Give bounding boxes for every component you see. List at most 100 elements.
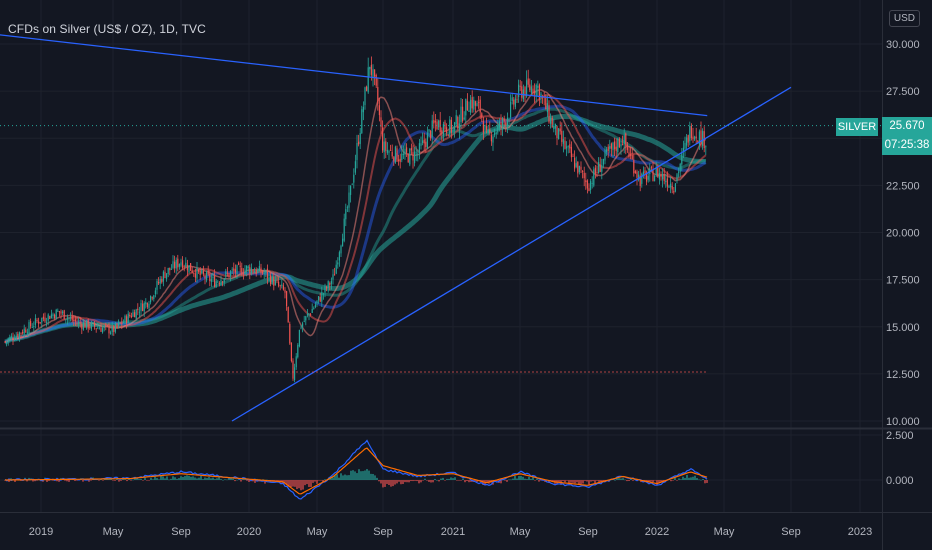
candle-body bbox=[148, 303, 150, 308]
candle-body bbox=[652, 169, 654, 182]
candle-body bbox=[622, 144, 624, 146]
candle-body bbox=[12, 337, 14, 340]
candle-body bbox=[262, 271, 264, 274]
candle-body bbox=[510, 101, 512, 118]
histogram-bar bbox=[124, 479, 126, 480]
candle-body bbox=[537, 85, 539, 88]
histogram-bar bbox=[48, 480, 50, 481]
candle-body bbox=[441, 130, 443, 134]
candle-body bbox=[295, 356, 297, 368]
candle-body bbox=[282, 285, 284, 290]
candle-body bbox=[10, 336, 12, 339]
candle-body bbox=[535, 84, 537, 97]
candle-body bbox=[356, 143, 358, 160]
histogram-bar bbox=[596, 480, 598, 481]
candle-body bbox=[588, 188, 590, 191]
candle-body bbox=[98, 328, 100, 330]
candle-body bbox=[60, 311, 62, 314]
histogram-bar bbox=[126, 480, 128, 482]
candle-body bbox=[319, 297, 321, 302]
candle-body bbox=[638, 174, 640, 180]
candle-body bbox=[471, 97, 473, 109]
candle-body bbox=[610, 143, 612, 149]
candle-body bbox=[478, 102, 480, 103]
candle-body bbox=[460, 106, 462, 123]
histogram-bar bbox=[58, 480, 60, 482]
candle-body bbox=[188, 265, 190, 273]
histogram-bar bbox=[514, 476, 516, 480]
candle-body bbox=[492, 136, 494, 143]
histogram-bar bbox=[178, 478, 180, 480]
candle-body bbox=[353, 174, 355, 183]
candle-body bbox=[47, 314, 49, 321]
histogram-bar bbox=[300, 480, 302, 491]
candle-body bbox=[318, 296, 320, 301]
candle-body bbox=[22, 331, 24, 334]
candle-body bbox=[348, 192, 350, 208]
candle-body bbox=[414, 151, 416, 164]
candle-body bbox=[201, 270, 203, 274]
histogram-bar bbox=[346, 475, 348, 480]
histogram-bar bbox=[424, 478, 426, 480]
candle-body bbox=[404, 148, 406, 155]
candle-body bbox=[102, 327, 104, 333]
candle-body bbox=[455, 115, 457, 125]
candle-body bbox=[119, 322, 121, 324]
candle-body bbox=[614, 141, 616, 150]
histogram-bar bbox=[592, 480, 594, 482]
candle-body bbox=[151, 297, 153, 299]
histogram-bar bbox=[134, 477, 136, 480]
candle-body bbox=[654, 175, 656, 182]
histogram-bar bbox=[430, 480, 432, 483]
candle-body bbox=[162, 271, 164, 282]
candle-body bbox=[394, 146, 396, 163]
candle-body bbox=[254, 271, 256, 274]
candle-body bbox=[252, 269, 254, 273]
histogram-bar bbox=[370, 473, 372, 480]
histogram-bar bbox=[688, 477, 690, 480]
histogram-bar bbox=[98, 480, 100, 481]
candle-body bbox=[358, 141, 360, 145]
candle-body bbox=[313, 307, 315, 309]
candle-body bbox=[415, 152, 417, 154]
histogram-bar bbox=[390, 480, 392, 487]
histogram-bar bbox=[676, 480, 678, 481]
candle-body bbox=[511, 97, 513, 101]
candle-body bbox=[508, 118, 510, 120]
candle-body bbox=[225, 271, 227, 277]
candle-body bbox=[690, 125, 692, 139]
candle-body bbox=[391, 151, 393, 157]
candle-body bbox=[366, 86, 368, 91]
candle-body bbox=[335, 264, 337, 274]
candle-body bbox=[78, 321, 80, 324]
histogram-bar bbox=[518, 476, 520, 480]
histogram-bar bbox=[102, 480, 104, 481]
histogram-bar bbox=[422, 480, 424, 481]
candle-body bbox=[290, 342, 292, 362]
candle-body bbox=[65, 319, 67, 321]
candle-body bbox=[327, 281, 329, 289]
candle-body bbox=[644, 170, 646, 174]
candle-body bbox=[473, 99, 475, 110]
candle-body bbox=[673, 191, 675, 193]
candle-body bbox=[482, 120, 484, 133]
candle-body bbox=[214, 275, 216, 287]
histogram-bar bbox=[286, 480, 288, 486]
candle-body bbox=[684, 142, 686, 149]
candle-body bbox=[338, 252, 340, 261]
candle-body bbox=[167, 267, 169, 274]
histogram-bar bbox=[46, 480, 48, 482]
candle-body bbox=[463, 117, 465, 120]
histogram-bar bbox=[584, 480, 586, 481]
candle-body bbox=[194, 273, 196, 278]
candle-body bbox=[42, 316, 44, 319]
chart-title: CFDs on Silver (US$ / OZ), 1D, TVC bbox=[8, 22, 206, 36]
candle-body bbox=[431, 120, 433, 138]
histogram-bar bbox=[74, 480, 76, 481]
currency-button[interactable]: USD bbox=[888, 10, 920, 27]
x-tick-label: May bbox=[714, 526, 735, 538]
candle-body bbox=[132, 312, 134, 317]
histogram-bar bbox=[600, 480, 602, 483]
candle-body bbox=[575, 163, 577, 167]
